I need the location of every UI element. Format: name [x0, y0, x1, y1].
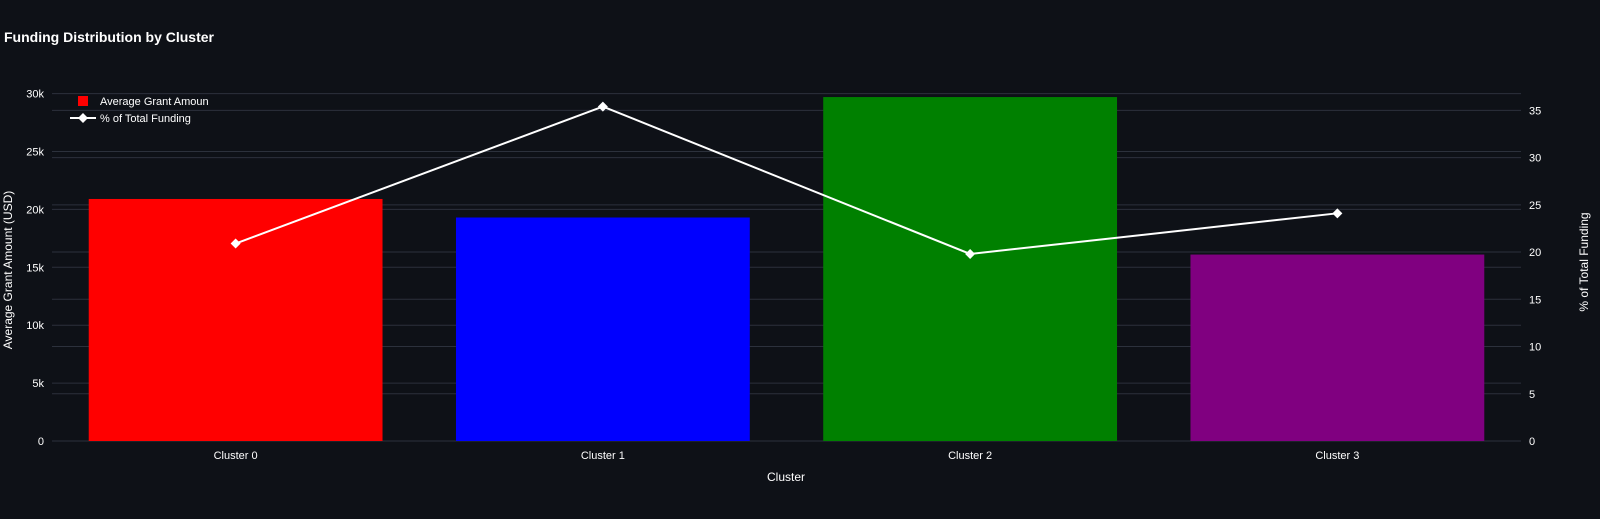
- left-tick-label: 30k: [26, 89, 44, 101]
- right-axis-ticks: 0 5 10 15 20 25 30 35: [1529, 105, 1541, 448]
- x-tick-label: Cluster 2: [948, 450, 992, 462]
- right-tick-label: 15: [1529, 294, 1541, 306]
- x-axis-ticks: Cluster 0 Cluster 1 Cluster 2 Cluster 3: [214, 450, 1360, 462]
- x-tick-label: Cluster 1: [581, 450, 625, 462]
- line-point: [1332, 208, 1343, 219]
- bar: [455, 217, 750, 441]
- left-tick-label: 5k: [32, 378, 44, 390]
- x-axis-label: Cluster: [767, 470, 805, 484]
- left-tick-label: 25k: [26, 146, 44, 158]
- left-tick-label: 15k: [26, 262, 44, 274]
- bar: [1190, 254, 1485, 441]
- chart-title: Funding Distribution by Cluster: [4, 29, 215, 45]
- legend: Average Grant Amoun % of Total Funding: [70, 96, 209, 125]
- left-axis-label: Average Grant Amount (USD): [1, 191, 15, 350]
- legend-bar-label: Average Grant Amoun: [100, 96, 209, 108]
- bars-layer: [88, 97, 1485, 441]
- left-axis-ticks: 0 5k 10k 15k 20k 25k 30k: [26, 89, 44, 448]
- legend-diamond-marker: [78, 113, 88, 123]
- right-tick-label: 10: [1529, 342, 1541, 354]
- right-tick-label: 35: [1529, 105, 1541, 117]
- right-tick-label: 30: [1529, 153, 1541, 165]
- left-tick-label: 20k: [26, 204, 44, 216]
- x-tick-label: Cluster 3: [1315, 450, 1359, 462]
- right-axis-label: % of Total Funding: [1577, 212, 1591, 311]
- line-layer: [230, 101, 1343, 259]
- right-tick-label: 0: [1529, 436, 1535, 448]
- left-tick-label: 10k: [26, 320, 44, 332]
- line-point: [965, 248, 976, 259]
- legend-line-label: % of Total Funding: [100, 113, 191, 125]
- right-tick-label: 5: [1529, 389, 1535, 401]
- line-point: [230, 238, 241, 249]
- right-tick-label: 25: [1529, 200, 1541, 212]
- bar: [88, 198, 383, 441]
- right-tick-label: 20: [1529, 247, 1541, 259]
- line-point: [597, 101, 608, 112]
- funding-share-line: [235, 105, 1338, 255]
- left-tick-label: 0: [38, 436, 44, 448]
- x-tick-label: Cluster 0: [214, 450, 258, 462]
- bar: [823, 97, 1118, 441]
- legend-bar-swatch: [78, 96, 88, 106]
